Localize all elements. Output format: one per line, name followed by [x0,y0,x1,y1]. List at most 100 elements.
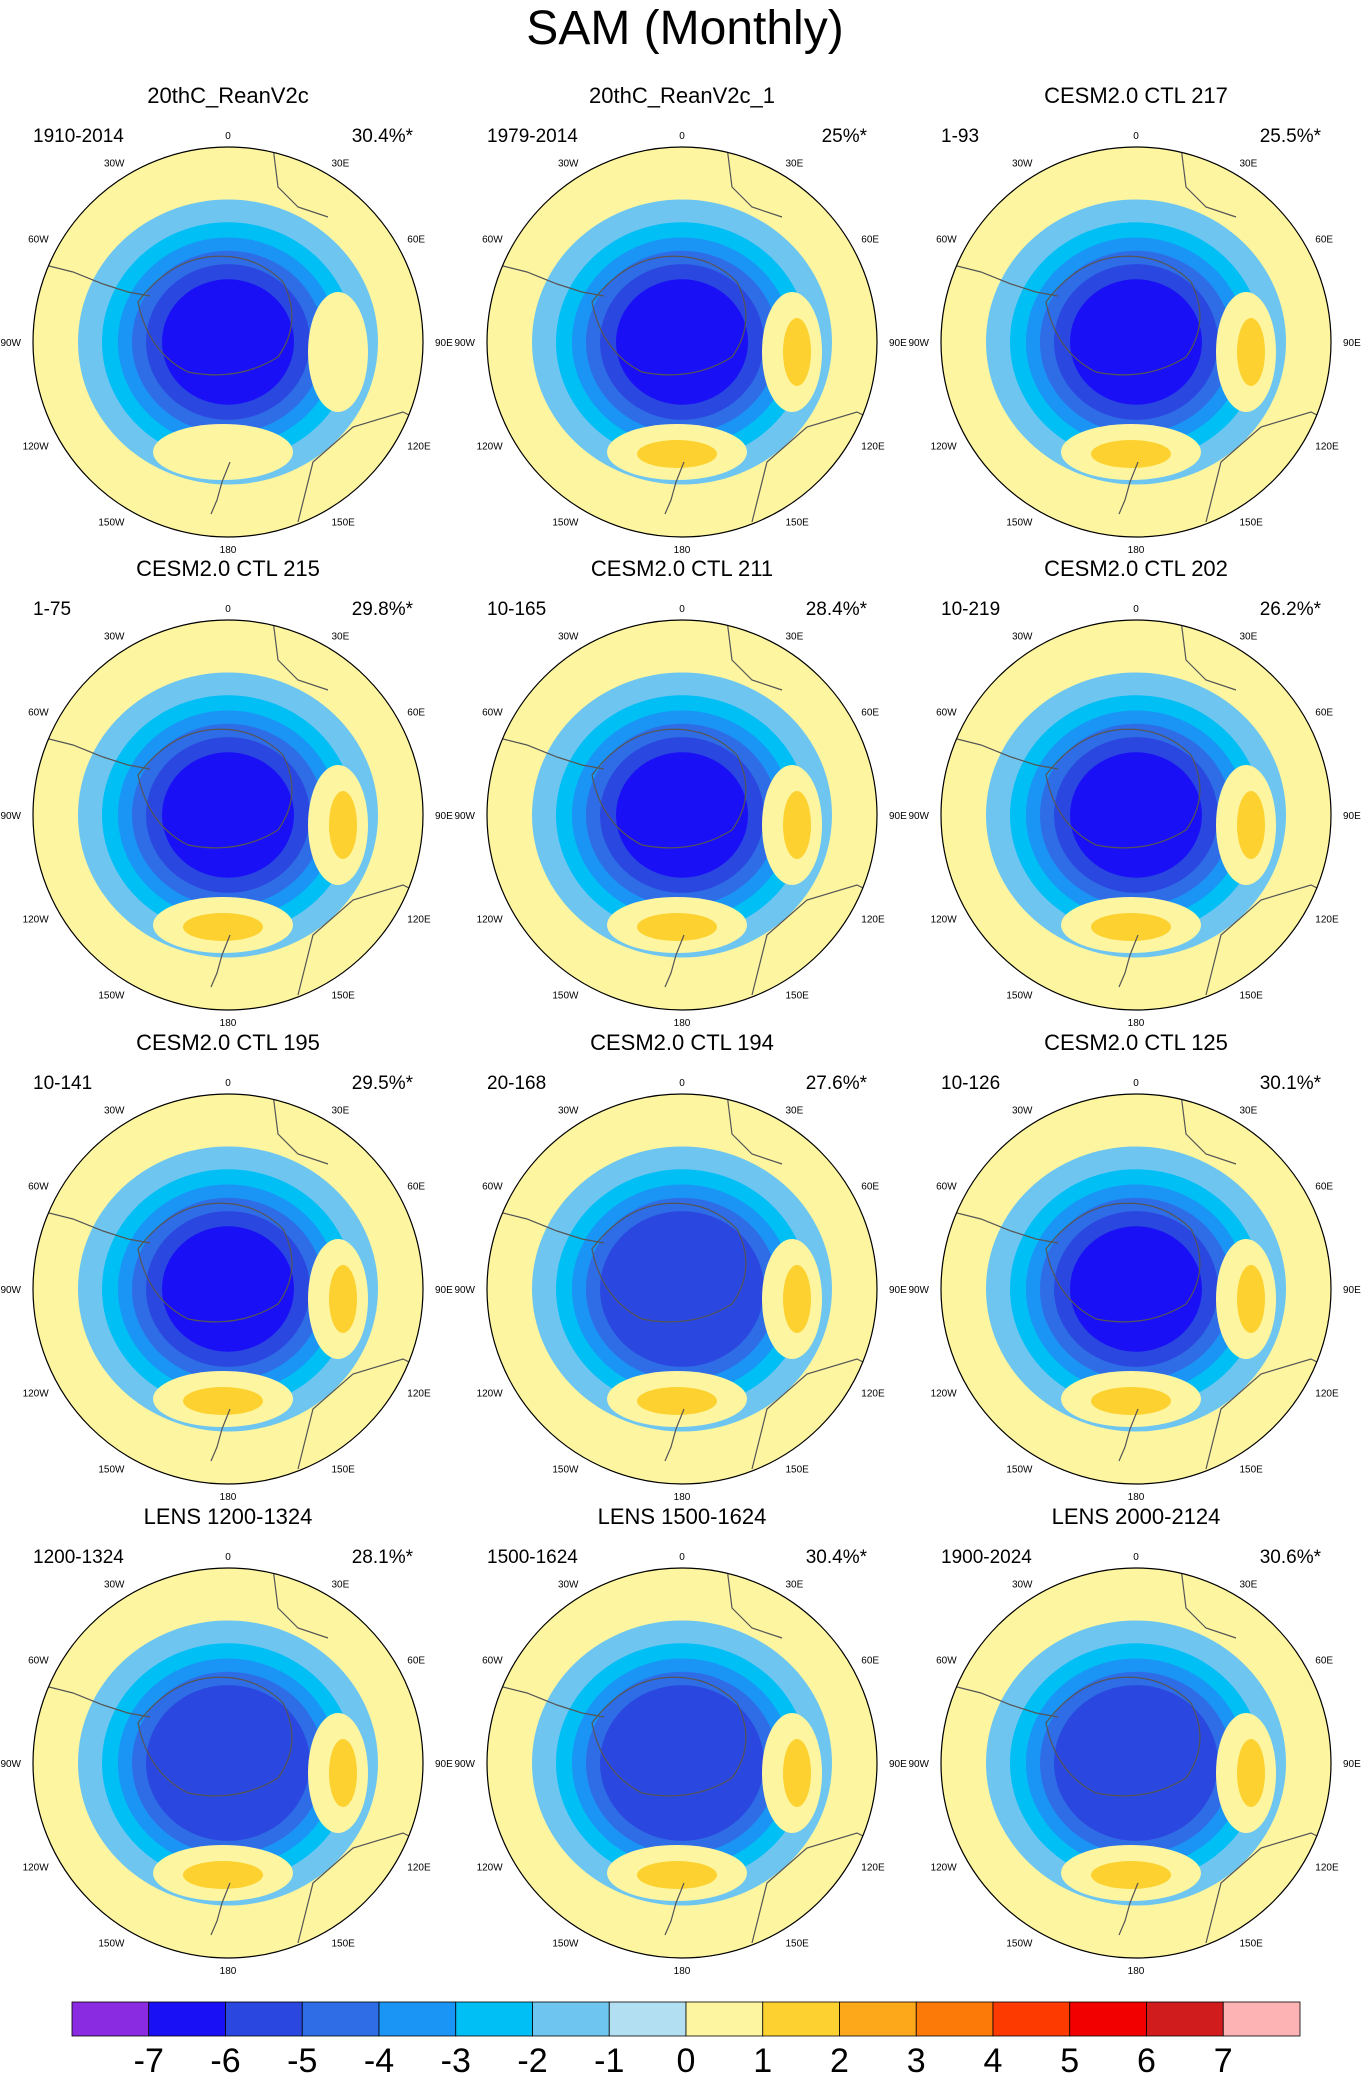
africa-coastline [272,147,329,218]
colorbar-bin [915,2001,994,2037]
longitude-label: 90W [908,338,929,349]
longitude-label: 30W [104,632,125,643]
longitude-label: 30W [558,1106,579,1117]
new-zealand-coastline [210,461,231,515]
south-america-coastline [487,1208,605,1244]
panel-title: 20thC_ReanV2c_1 [589,83,775,108]
africa-coastline [1180,1094,1237,1165]
new-zealand-coastline [210,934,231,988]
negative-anomaly-band [616,279,748,405]
panel-period: 1-93 [941,126,979,147]
antarctica-coastline [137,1202,293,1323]
positive-anomaly-core [1237,1265,1265,1333]
map-outline [32,619,424,1011]
longitude-label: 120E [861,442,885,453]
colorbar-tick-label: 5 [1060,2042,1079,2080]
longitude-label: 30W [1012,159,1033,170]
panel-variance: 30.1%* [1260,1073,1322,1094]
positive-anomaly-core [1091,1387,1171,1415]
map-outline [940,1567,1332,1959]
longitude-label: 90W [454,338,475,349]
map-outline [940,146,1332,538]
colorbar-bin [608,2001,687,2037]
panel-title: CESM2.0 CTL 215 [136,556,320,581]
negative-anomaly-band [162,279,294,405]
africa-coastline [726,1568,783,1639]
longitude-label: 120E [407,1863,431,1874]
longitude-label: 120W [477,1389,504,1400]
map-outline [32,1093,424,1485]
colorbar-bin [71,2001,150,2037]
longitude-label: 180 [1128,1018,1145,1029]
new-zealand-coastline [664,1408,685,1462]
longitude-label: 90W [908,811,929,822]
longitude-label: 180 [674,545,691,556]
positive-anomaly-core [637,1861,717,1889]
colorbar-bin [225,2001,303,2037]
panel-title: LENS 1200-1324 [144,1504,313,1529]
positive-anomaly-core [1237,1739,1265,1807]
panel-variance: 28.1%* [352,1547,414,1568]
positive-anomaly-core [329,1739,357,1807]
longitude-label: 120W [477,1863,504,1874]
longitude-label: 150E [786,517,810,528]
new-zealand-coastline [210,1408,231,1462]
new-zealand-coastline [1118,461,1139,515]
panel-period: 10-126 [941,1073,1000,1094]
negative-anomaly-band [616,752,748,878]
panel-period: 10-165 [487,599,546,620]
antarctica-coastline [1045,1202,1201,1323]
positive-anomaly-core [1091,1861,1171,1889]
longitude-label: 30W [1012,1106,1033,1117]
longitude-label: 30E [332,159,350,170]
africa-coastline [726,620,783,691]
longitude-label: 120W [23,442,50,453]
colorbar-tick-label: -5 [287,2042,317,2080]
longitude-label: 30W [104,1106,125,1117]
longitude-label: 30E [332,1580,350,1591]
longitude-label: 90E [1343,338,1361,349]
africa-coastline [1180,147,1237,218]
longitude-label: 90E [889,1759,907,1770]
colorbar-tick-label: 1 [753,2042,772,2080]
longitude-label: 60W [936,708,957,719]
map-outline [486,146,878,538]
longitude-label: 150E [1240,990,1264,1001]
positive-anomaly-core [637,440,717,468]
longitude-label: 150W [1006,517,1033,528]
longitude-label: 120W [931,1389,958,1400]
south-america-coastline [487,1682,605,1718]
panel-title: LENS 2000-2124 [1052,1504,1221,1529]
longitude-label: 120W [23,1389,50,1400]
longitude-label: 0 [679,131,685,142]
negative-anomaly-band [146,1685,310,1841]
longitude-label: 30E [786,632,804,643]
map-panel: 0 30E 60E 90E 120E 150E 180 150W 120W 90W 60W 30W LE… [0,1504,453,1977]
longitude-label: 30E [1240,1106,1258,1117]
south-america-coastline [33,1682,151,1718]
positive-anomaly-core [183,1861,263,1889]
south-america-coastline [941,734,1059,770]
positive-anomaly-core [637,913,717,941]
colorbar-bin [839,2001,917,2037]
positive-anomaly-core [637,1387,717,1415]
longitude-label: 90E [889,1285,907,1296]
negative-anomaly-band [600,1211,764,1367]
new-zealand-coastline [664,934,685,988]
map-outline [940,619,1332,1011]
longitude-label: 60W [936,235,957,246]
south-america-coastline [941,1208,1059,1244]
longitude-label: 90W [454,1285,475,1296]
south-america-coastline [487,261,605,297]
longitude-label: 0 [1133,1552,1139,1563]
positive-anomaly-core [1091,913,1171,941]
map-outline [486,619,878,1011]
longitude-label: 150E [786,990,810,1001]
longitude-label: 180 [674,1018,691,1029]
longitude-label: 180 [220,545,237,556]
africa-coastline [272,620,329,691]
longitude-label: 0 [679,604,685,615]
longitude-label: 150E [332,990,356,1001]
antarctica-coastline [137,1676,293,1797]
colorbar-bin [762,2001,840,2037]
